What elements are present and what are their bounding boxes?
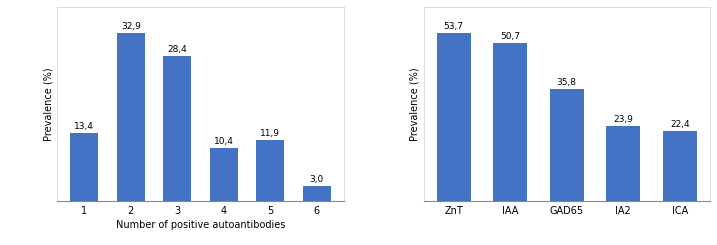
Bar (70, 133, 98, 201)
Text: 22,4: 22,4 (670, 120, 690, 129)
Text: 3,0: 3,0 (310, 175, 323, 184)
Text: 32,9: 32,9 (121, 22, 141, 31)
Bar (550, 89, 584, 201)
Bar (210, 148, 237, 201)
Text: 10,4: 10,4 (214, 137, 234, 146)
Text: 13,4: 13,4 (75, 122, 94, 131)
Bar (256, 140, 284, 201)
Text: 53,7: 53,7 (444, 22, 464, 31)
Bar (663, 131, 697, 201)
Y-axis label: Prevalence (%): Prevalence (%) (409, 67, 419, 141)
Y-axis label: Prevalence (%): Prevalence (%) (43, 67, 53, 141)
X-axis label: Number of positive autoantibodies: Number of positive autoantibodies (115, 220, 285, 230)
Bar (437, 33, 470, 201)
Text: 50,7: 50,7 (500, 32, 521, 41)
Text: 28,4: 28,4 (167, 45, 187, 54)
Text: 11,9: 11,9 (260, 129, 280, 138)
Bar (303, 186, 331, 201)
Text: 23,9: 23,9 (613, 115, 633, 124)
Text: 35,8: 35,8 (556, 78, 576, 87)
Bar (163, 56, 191, 201)
Bar (493, 43, 527, 201)
Bar (607, 126, 640, 201)
Bar (117, 33, 145, 201)
